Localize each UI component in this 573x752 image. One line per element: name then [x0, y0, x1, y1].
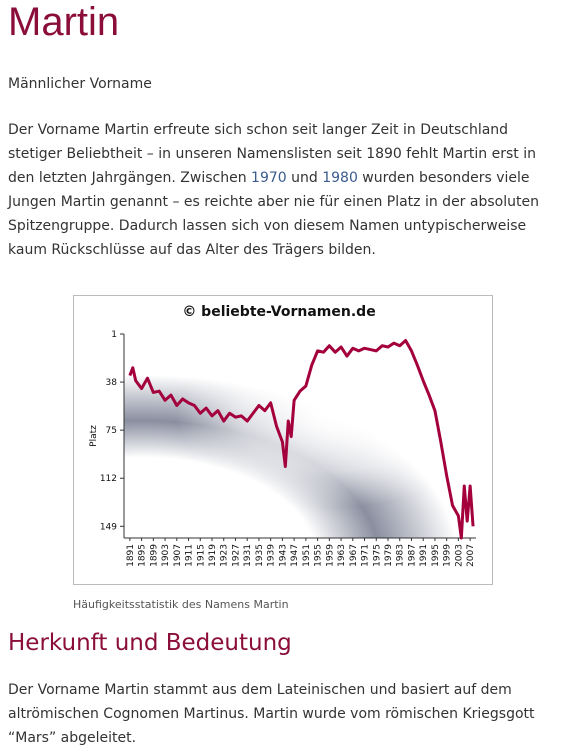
x-tick-label: 1931 [243, 544, 253, 567]
x-tick-label: 1987 [407, 544, 417, 567]
x-tick-label: 1991 [419, 544, 429, 567]
x-tick-label: 1999 [443, 544, 453, 567]
x-tick-label: 1967 [349, 544, 359, 567]
x-tick-label: 1935 [255, 544, 265, 567]
x-tick-label: 1919 [208, 544, 218, 567]
y-tick-label: 38 [106, 378, 118, 388]
x-tick-label: 1895 [138, 544, 148, 567]
subtitle: Männlicher Vorname [8, 76, 152, 92]
x-tick-label: 1907 [173, 544, 183, 567]
text: wurden besonders viele Jungen Martin gen… [8, 170, 539, 258]
chart-image: © beliebte-Vornamen.de Platz 1 38 75 112 149… [73, 295, 493, 585]
caption: Häufigkeitsstatistik des Namens Martin [73, 598, 289, 611]
x-tick-label: 1927 [231, 544, 241, 567]
intro-paragraph: Der Vorname Martin erfreute sich schon s… [8, 118, 563, 262]
x-tick-label: 1947 [290, 544, 300, 567]
x-tick-label: 1915 [196, 544, 206, 567]
x-tick-label: 1975 [372, 544, 382, 567]
x-tick-label: 1943 [278, 544, 288, 567]
x-tick-label: 2003 [454, 544, 464, 567]
data-line [128, 338, 475, 540]
y-tick-label: 112 [100, 474, 117, 484]
y-tick-label: 149 [100, 522, 117, 532]
x-tick-label: 1959 [325, 544, 335, 567]
text: und [286, 170, 323, 186]
y-axis-label: Platz [89, 425, 99, 447]
link[interactable]: 1970 [251, 170, 287, 186]
text: Der Vorname Martin erfreute sich schon s… [8, 122, 536, 186]
x-tick-label: 1979 [384, 544, 394, 567]
section-text: Der Vorname Martin stammt aus dem Latein… [8, 682, 535, 746]
x-tick-label: 1891 [126, 544, 136, 567]
x-tick-label: 1955 [314, 544, 324, 567]
chart: © beliebte-Vornamen.de Platz 1 38 75 112 149… [89, 304, 476, 567]
link[interactable]: 1980 [322, 170, 358, 186]
x-tick-label: 2007 [466, 544, 476, 567]
plot-highlight [124, 334, 476, 538]
x-tick-label: 1899 [149, 544, 159, 567]
x-tick-label: 1903 [161, 544, 171, 567]
x-tick-label: 1971 [361, 544, 371, 567]
x-tick-label: 1911 [185, 544, 195, 567]
x-tick-label: 1951 [302, 544, 312, 567]
chart-title: © beliebte-Vornamen.de [182, 304, 375, 320]
page-title: Martin [8, 0, 120, 44]
y-tick-label: 75 [106, 426, 117, 436]
x-tick-label: 1983 [396, 544, 406, 567]
x-tick-label: 1939 [267, 544, 277, 567]
x-tick-label: 1963 [337, 544, 347, 567]
x-tick-label: 1923 [220, 544, 230, 567]
section-title: Herkunft und Bedeutung [8, 630, 292, 656]
y-tick-label: 1 [111, 330, 117, 340]
x-tick-label: 1995 [431, 544, 441, 567]
